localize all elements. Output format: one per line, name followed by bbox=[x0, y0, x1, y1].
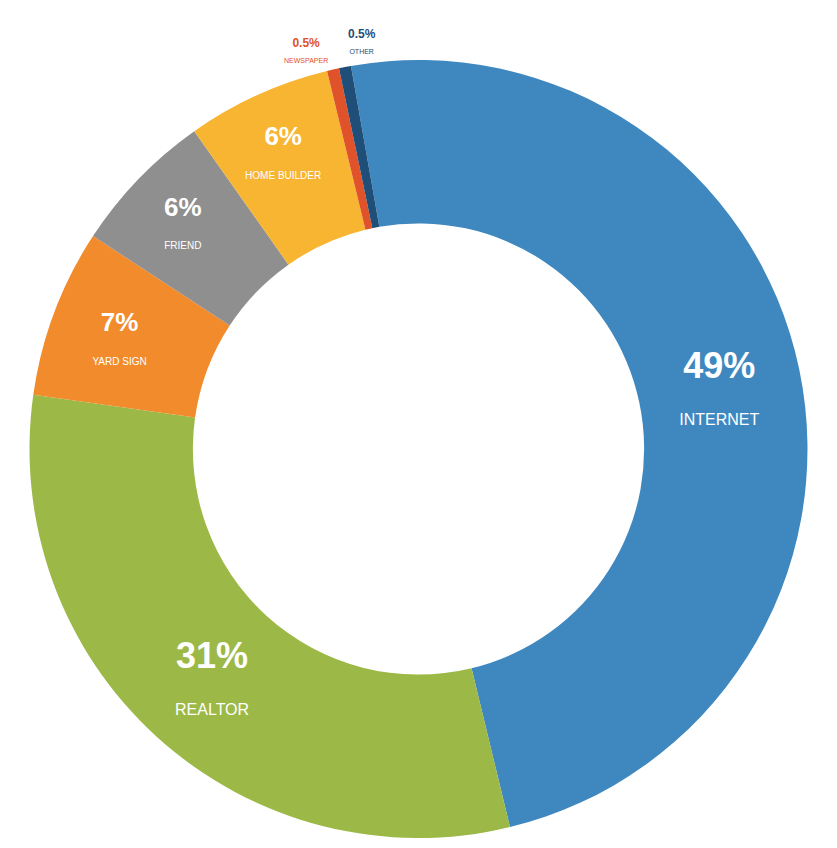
svg-text:0.5%OTHER: 0.5%OTHER bbox=[348, 27, 376, 55]
svg-text:0.5%NEWSPAPER: 0.5%NEWSPAPER bbox=[284, 36, 328, 64]
svg-text:6%HOME BUILDER: 6%HOME BUILDER bbox=[245, 121, 321, 181]
svg-text:6%FRIEND: 6%FRIEND bbox=[164, 192, 202, 252]
svg-text:7%YARD SIGN: 7%YARD SIGN bbox=[92, 307, 146, 367]
svg-text:49%INTERNET: 49%INTERNET bbox=[679, 345, 759, 428]
svg-text:31%REALTOR: 31%REALTOR bbox=[175, 635, 249, 718]
